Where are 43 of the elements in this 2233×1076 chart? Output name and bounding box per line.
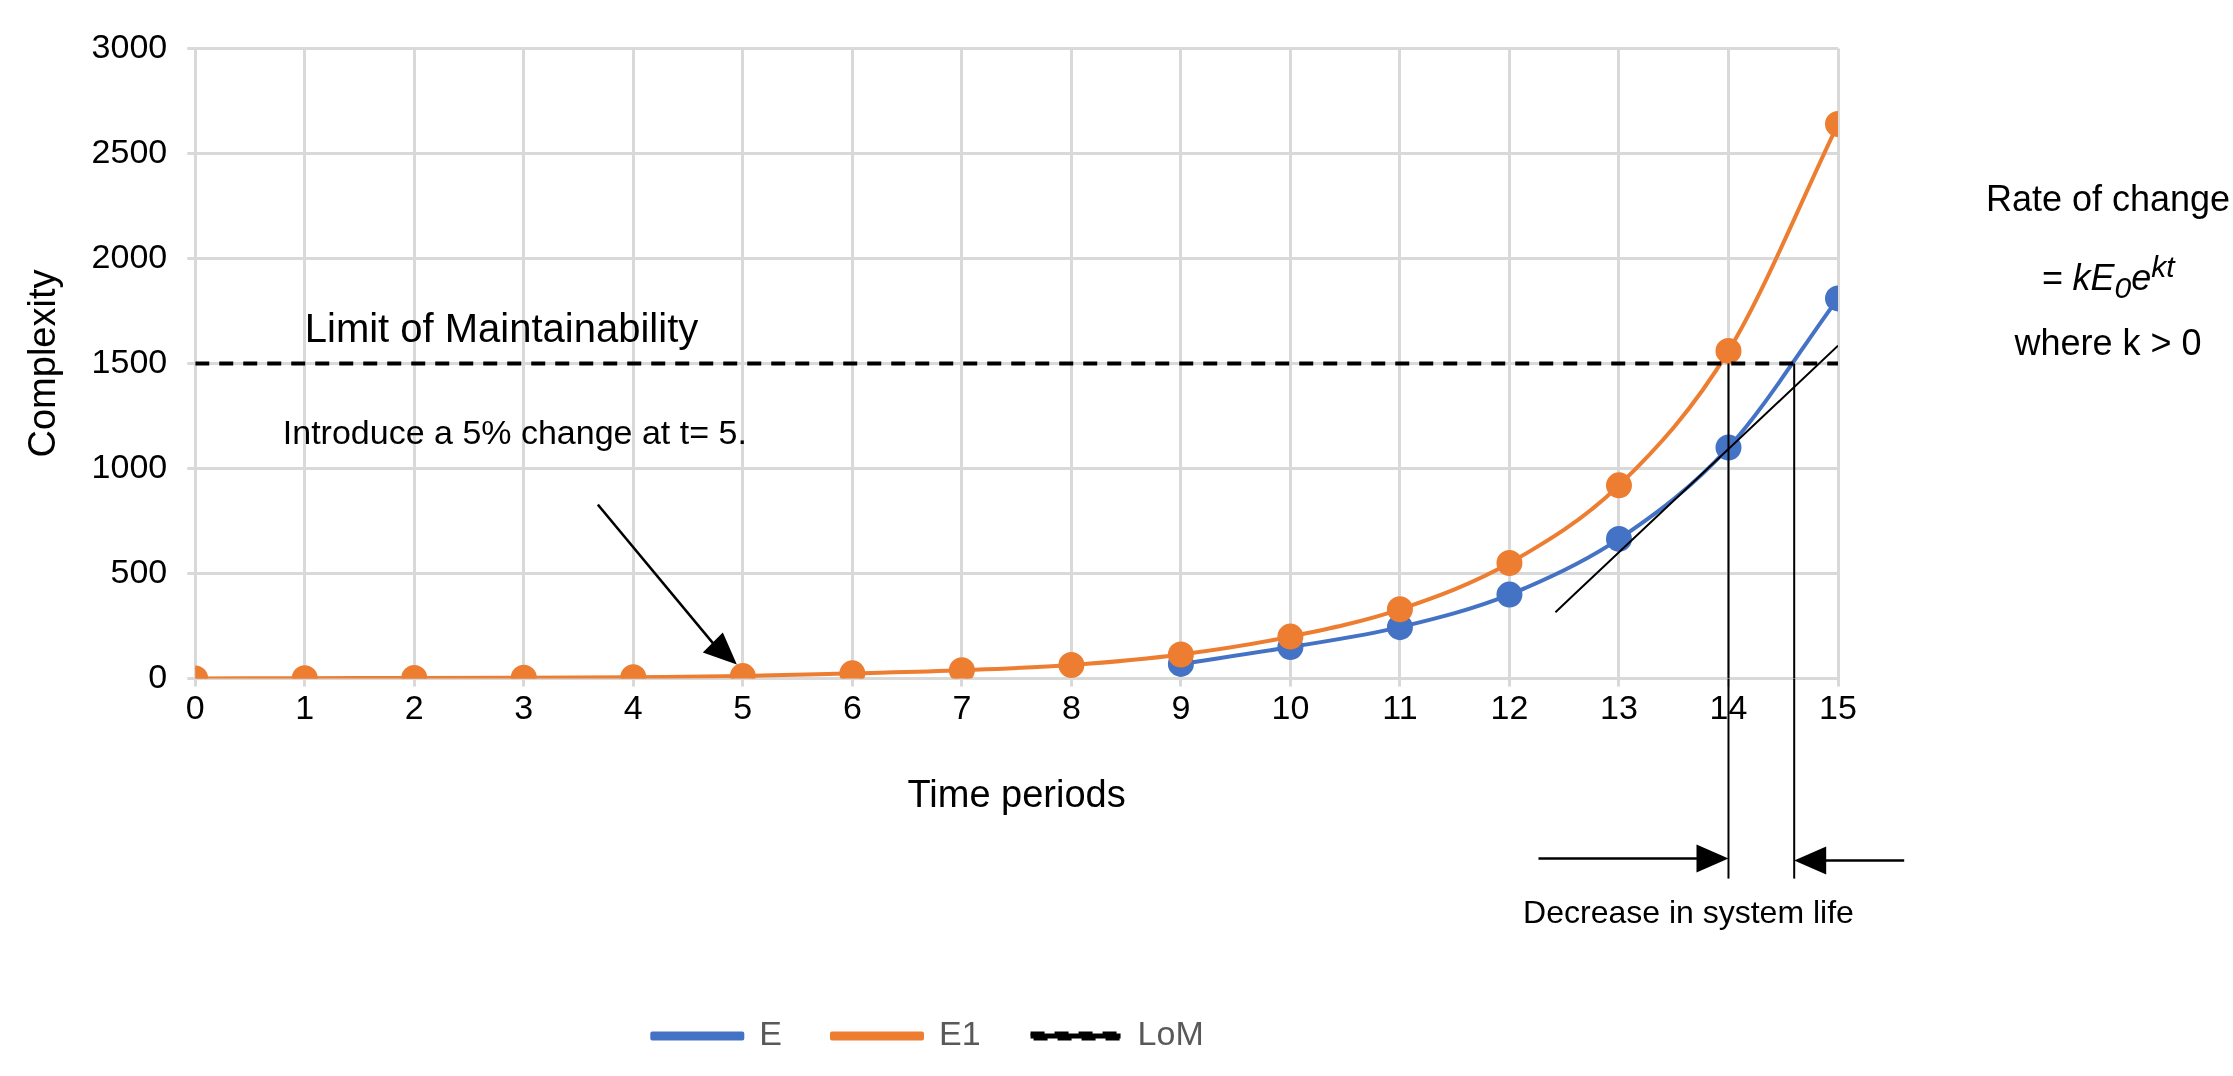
x-tick-label: 9	[1171, 688, 1191, 727]
point	[1167, 641, 1194, 668]
x-tick-label: 2	[404, 688, 424, 727]
x-tick-label: 13	[1600, 688, 1638, 727]
point	[1386, 596, 1413, 623]
y-tick-label: 2000	[91, 236, 168, 275]
x-tick-label: 6	[842, 688, 862, 727]
point	[1058, 651, 1085, 678]
x-tick-label: 15	[1819, 688, 1857, 727]
y-tick-label: 0	[148, 656, 168, 695]
legend-label: LoM	[1137, 1014, 1204, 1053]
text: where k > 0	[2014, 322, 2202, 365]
legend-label: E1	[938, 1014, 981, 1053]
text: Decrease in system life	[1523, 893, 1854, 931]
x-tick-label: 7	[952, 688, 972, 727]
x-tick-label: 12	[1490, 688, 1529, 727]
legend-label: E	[759, 1014, 782, 1053]
point	[1496, 581, 1523, 608]
x-tick-label: 8	[1061, 688, 1081, 727]
x-tick-label: 10	[1271, 688, 1310, 727]
text: = kE$_{0}$e$^{kt}$	[2041, 250, 2175, 306]
point	[1605, 472, 1632, 499]
annotation: Introduce a 5% change at t= 5.	[282, 412, 747, 452]
point	[1715, 337, 1742, 364]
point	[1496, 550, 1523, 577]
x-tick-label: 4	[623, 688, 643, 727]
y-tick-label: 2500	[91, 131, 168, 170]
y-tick-label: 3000	[91, 26, 168, 65]
x-tick-label: 5	[733, 688, 753, 727]
x-tick-label: 1	[295, 688, 315, 727]
text: Rate of change	[1985, 178, 2231, 221]
x-tick-label: 11	[1382, 688, 1418, 727]
y-axis-title: Complexity	[21, 269, 64, 458]
y-tick-label: 1500	[91, 341, 168, 380]
point	[1277, 623, 1304, 650]
annotation: Limit of Maintainability	[304, 305, 699, 351]
x-axis-title: Time periods	[907, 772, 1126, 815]
x-tick-label: 0	[185, 688, 205, 727]
x-tick-label: 3	[514, 688, 534, 727]
point	[948, 657, 975, 679]
y-tick-label: 1000	[91, 446, 168, 485]
point	[1605, 525, 1632, 552]
y-tick-label: 500	[110, 551, 168, 590]
